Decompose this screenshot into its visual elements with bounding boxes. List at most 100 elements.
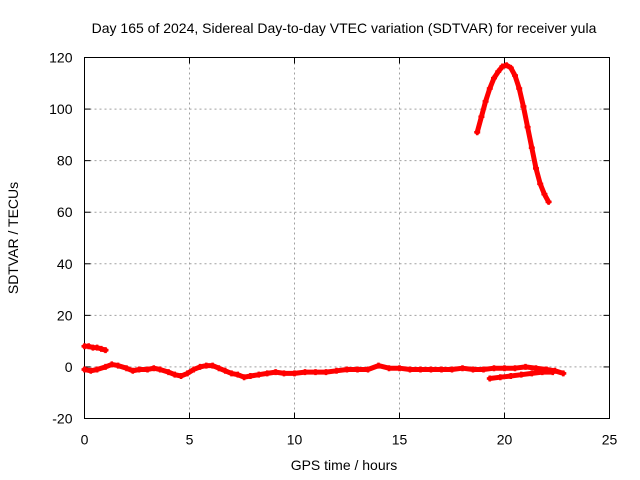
data-point-baseline <box>365 366 371 373</box>
y-tick-label: 60 <box>57 204 73 220</box>
series-line-peak <box>474 62 552 205</box>
data-point-peak <box>503 62 510 69</box>
data-point-baseline <box>428 366 434 373</box>
series-group <box>81 62 567 382</box>
data-point-baseline <box>449 366 455 373</box>
data-point-baseline <box>157 366 164 373</box>
x-tick-label: 5 <box>186 432 194 448</box>
x-tick-label: 0 <box>81 432 89 448</box>
y-tick-label: 120 <box>49 50 73 66</box>
data-point-lower-branch <box>507 372 514 379</box>
y-tick-label: 100 <box>49 101 73 117</box>
data-point-baseline <box>241 374 248 381</box>
data-point-peak <box>495 68 502 75</box>
data-point-baseline <box>323 369 329 376</box>
data-point-peak <box>507 64 514 71</box>
data-point-lower-branch <box>528 370 535 377</box>
data-point-baseline <box>222 367 229 374</box>
data-point-baseline <box>144 366 151 373</box>
data-point-baseline <box>333 367 340 374</box>
tick-labels: -20 0 20 40 60 80 100 120 0 5 10 15 20 25 <box>49 50 617 448</box>
data-point-peak <box>491 75 497 82</box>
data-point-baseline <box>522 363 529 370</box>
data-point-baseline <box>438 366 445 373</box>
data-point-baseline <box>272 369 279 376</box>
data-point-baseline <box>354 366 361 373</box>
data-point-baseline <box>417 366 424 373</box>
data-point-baseline <box>255 371 262 378</box>
data-point-baseline <box>87 367 94 374</box>
data-point-baseline <box>81 366 88 373</box>
data-point-baseline <box>178 372 185 379</box>
axis-ticks <box>84 57 610 419</box>
y-tick-label: 40 <box>57 256 73 272</box>
data-point-lower-branch <box>486 375 493 382</box>
data-point-baseline <box>291 370 298 377</box>
data-point-baseline <box>264 370 271 377</box>
data-point-baseline <box>94 366 101 373</box>
data-point-baseline <box>165 369 172 376</box>
data-point-baseline <box>344 366 350 373</box>
data-point-baseline <box>171 371 178 378</box>
data-point-baseline <box>302 369 308 376</box>
data-point-baseline <box>470 366 476 373</box>
data-point-lower-branch <box>549 369 556 376</box>
data-point-lower-branch <box>497 374 504 381</box>
data-point-initial-offset <box>85 343 92 350</box>
data-point-baseline <box>136 366 143 373</box>
data-point-baseline <box>375 362 382 369</box>
data-point-baseline <box>197 363 203 370</box>
x-tick-label: 25 <box>602 432 618 448</box>
data-point-baseline <box>115 362 122 369</box>
data-point-peak <box>482 98 489 105</box>
data-point-initial-offset <box>98 345 105 352</box>
data-point-baseline <box>102 363 109 370</box>
plot-frame <box>84 57 610 419</box>
data-point-peak <box>528 144 535 151</box>
data-point-baseline <box>129 367 136 374</box>
data-point-peak <box>541 191 548 198</box>
data-point-lower-branch <box>518 371 525 378</box>
data-point-baseline <box>480 366 487 373</box>
data-point-baseline <box>247 372 254 379</box>
data-point-peak <box>520 103 527 110</box>
data-point-peak <box>524 124 531 131</box>
data-point-baseline <box>281 370 287 377</box>
y-tick-label: 80 <box>57 153 73 169</box>
series-line-baseline <box>82 361 566 380</box>
y-tick-label: -20 <box>52 411 72 427</box>
data-point-baseline <box>512 365 518 372</box>
data-point-baseline <box>190 366 197 373</box>
data-point-peak <box>474 129 481 136</box>
y-tick-label: 20 <box>57 307 73 323</box>
x-tick-label: 15 <box>392 432 408 448</box>
y-tick-label: 0 <box>65 359 73 375</box>
chart-title: Day 165 of 2024, Sidereal Day-to-day VTE… <box>92 20 597 36</box>
x-tick-label: 20 <box>497 432 513 448</box>
data-point-baseline <box>209 362 216 369</box>
data-point-baseline <box>396 365 403 372</box>
y-axis-title: SDTVAR / TECUs <box>5 182 21 294</box>
data-point-peak <box>516 85 523 92</box>
data-point-peak <box>478 113 485 120</box>
data-point-peak <box>499 63 506 70</box>
data-point-baseline <box>459 365 466 372</box>
data-point-baseline <box>184 370 191 377</box>
data-point-baseline <box>407 366 413 373</box>
data-point-baseline <box>533 365 539 372</box>
data-point-baseline <box>203 362 210 369</box>
data-point-lower-branch <box>539 369 546 376</box>
x-tick-label: 10 <box>287 432 303 448</box>
data-point-baseline <box>234 371 241 378</box>
data-point-initial-offset <box>94 344 101 351</box>
data-point-baseline <box>228 370 235 377</box>
data-point-baseline <box>215 365 222 372</box>
data-point-peak <box>533 165 539 172</box>
data-point-peak <box>512 72 518 79</box>
grid <box>84 57 610 419</box>
data-point-baseline <box>386 365 392 372</box>
data-point-baseline <box>560 370 567 377</box>
data-point-peak <box>486 85 493 92</box>
data-point-baseline <box>491 365 497 372</box>
